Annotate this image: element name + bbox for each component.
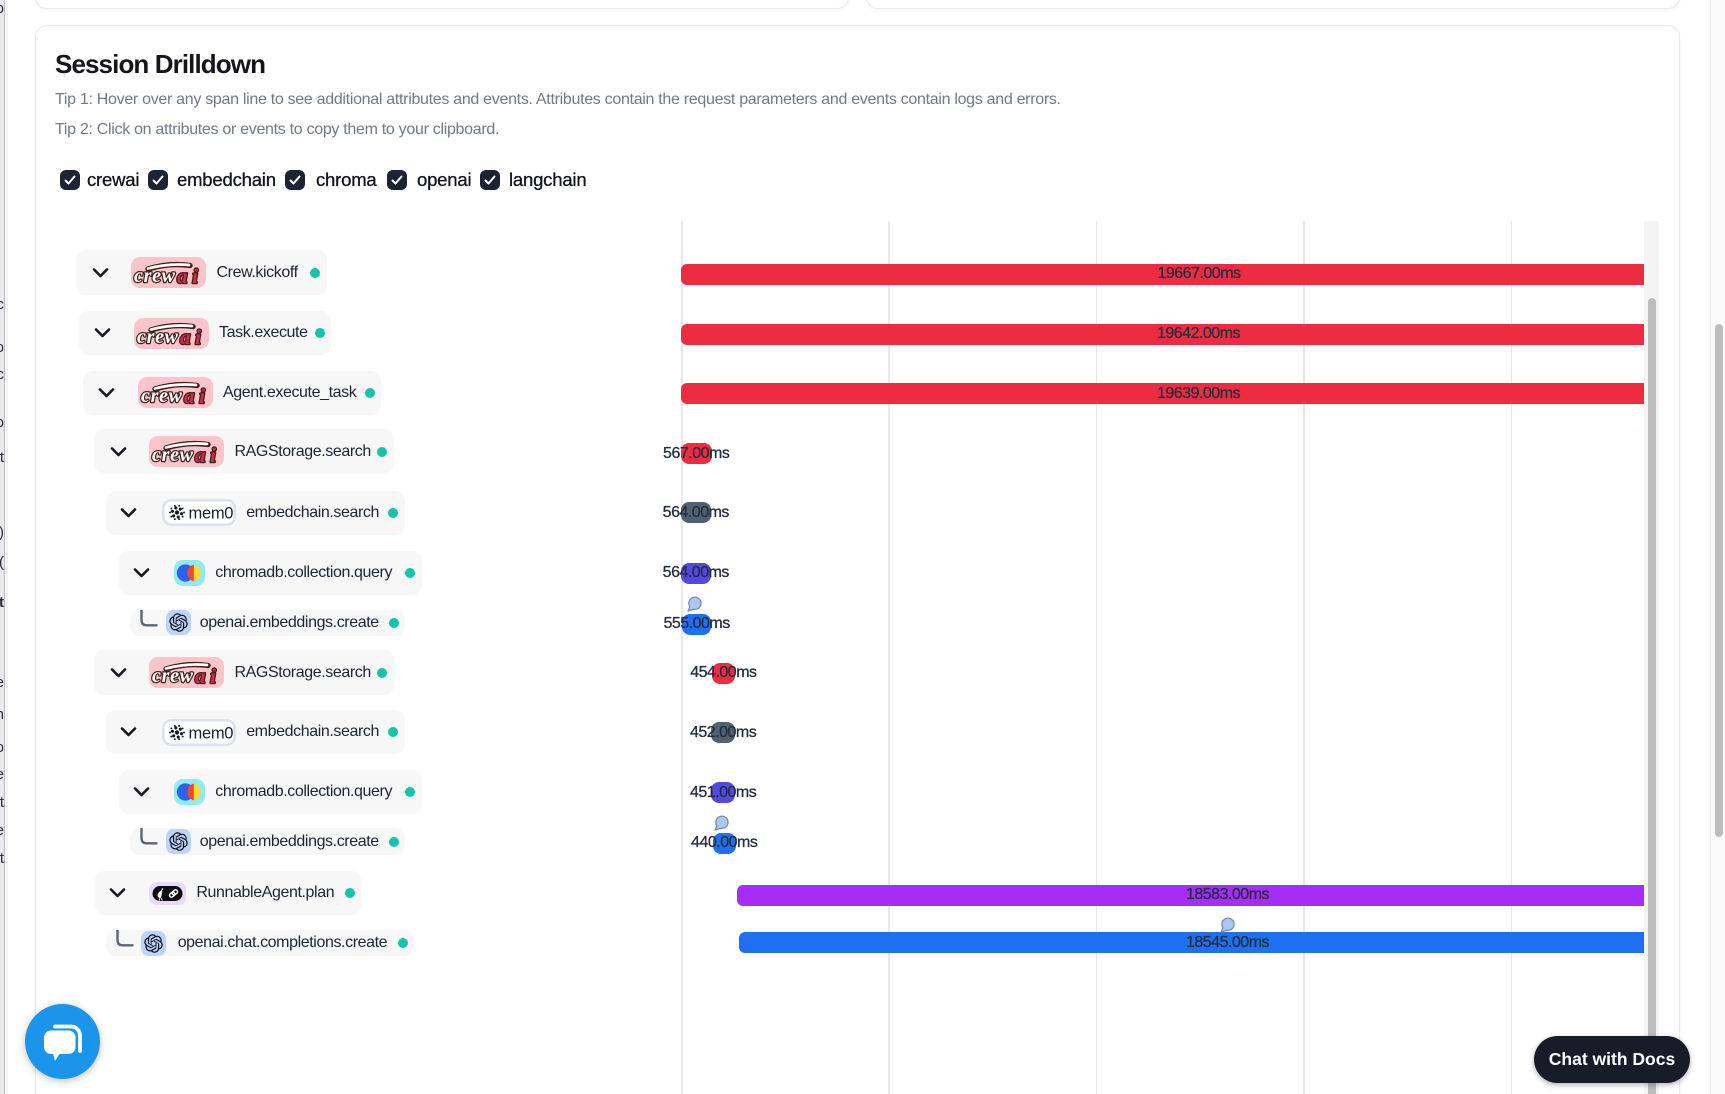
svg-text:crew: crew <box>141 385 183 407</box>
svg-text:crew: crew <box>152 665 194 687</box>
svg-text:mem0: mem0 <box>188 505 233 523</box>
svg-text:crew: crew <box>152 444 194 466</box>
svg-text:crew: crew <box>137 326 179 348</box>
svg-text:mem0: mem0 <box>188 724 233 742</box>
svg-text:crew: crew <box>134 265 176 287</box>
